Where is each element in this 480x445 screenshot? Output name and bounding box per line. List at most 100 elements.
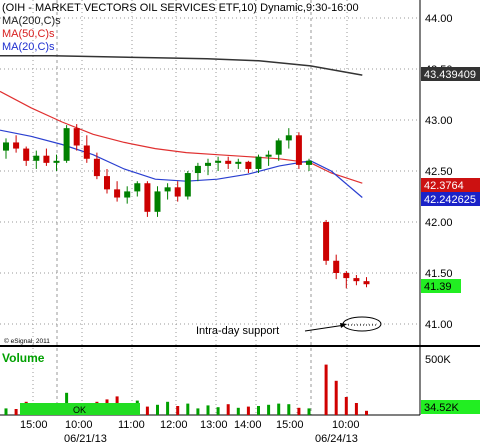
candle-body: [215, 160, 222, 163]
support-label: Intra-day support: [196, 325, 279, 337]
candle-body: [194, 165, 201, 174]
candle: [124, 186, 131, 204]
ma200-line: [0, 54, 363, 76]
candle: [343, 270, 350, 289]
volume-bar: [307, 408, 311, 415]
candle: [245, 160, 252, 174]
candle-body: [353, 278, 360, 282]
volume-bar: [324, 364, 328, 415]
copyright-text: © eSignal, 2011: [4, 337, 50, 345]
volume-bar: [145, 406, 149, 415]
ok-bar: OK: [20, 403, 140, 415]
candle-body: [13, 142, 20, 149]
ma200-legend: MA(200,C)s: [2, 15, 61, 27]
candle-body: [83, 145, 90, 159]
volume-bar: [344, 397, 348, 415]
candle: [323, 219, 330, 265]
candle-body: [33, 155, 40, 161]
candle-body: [363, 281, 370, 285]
time-tick-1400: 14:00: [234, 419, 262, 431]
last-price-box: 41.39: [421, 279, 461, 293]
price-tick-44: 44.00: [425, 13, 453, 25]
candle: [333, 254, 340, 280]
price-tick-41: 41.00: [425, 319, 453, 331]
candle: [295, 132, 302, 169]
volume-bar: [216, 407, 220, 415]
volume-bar: [287, 404, 291, 415]
candle-body: [93, 158, 100, 177]
chart-title: (OIH - MARKET VECTORS OIL SERVICES ETF,1…: [2, 2, 359, 14]
volume-bar: [246, 406, 250, 415]
ma50-legend: MA(50,C)s: [2, 28, 55, 40]
candle: [306, 158, 312, 171]
candle: [164, 183, 171, 200]
time-tick-1200: 12:00: [160, 419, 188, 431]
candle: [285, 128, 292, 149]
candle: [73, 124, 80, 151]
volume-bar: [277, 403, 281, 415]
volume-label: Volume: [2, 351, 45, 365]
candle-body: [265, 154, 272, 157]
candle: [235, 158, 242, 169]
time-tick-1100: 11:00: [118, 419, 145, 431]
volume-bar: [156, 404, 159, 415]
svg-text:42.242625: 42.242625: [424, 194, 476, 206]
candle-body: [306, 160, 312, 165]
volume-bar: [186, 403, 190, 415]
candle: [154, 186, 161, 217]
candle: [93, 152, 100, 180]
support-circle: [342, 316, 382, 332]
support-arrow: [304, 324, 346, 332]
candle: [205, 158, 211, 176]
volume-bar: [236, 407, 240, 415]
volume-bar: [226, 404, 230, 415]
svg-text:41.39: 41.39: [424, 281, 452, 293]
candle-body: [205, 162, 211, 166]
candle-body: [285, 135, 292, 141]
candle-body: [114, 189, 121, 198]
candle: [83, 135, 90, 163]
price-tick-43: 43.00: [425, 115, 453, 127]
time-tick-1500b: 15:00: [276, 419, 304, 431]
candle-body: [3, 142, 9, 151]
candle: [33, 150, 40, 169]
volume-bar: [196, 408, 200, 415]
candle-body: [53, 160, 60, 163]
candle-body: [124, 191, 131, 198]
candle: [215, 156, 222, 171]
candle: [265, 150, 272, 166]
candle-body: [73, 128, 80, 146]
candle-body: [235, 161, 242, 164]
volume-bar: [206, 405, 210, 415]
ma20-legend: MA(20,C)s: [2, 41, 55, 53]
candle: [134, 181, 141, 197]
candle: [353, 275, 360, 286]
candle: [184, 171, 191, 200]
price-tick-41-5: 41.50: [425, 268, 453, 280]
price-tick-42-5: 42.50: [425, 166, 453, 178]
candle-body: [333, 260, 340, 273]
candle-body: [225, 160, 232, 164]
candle: [225, 156, 232, 169]
candle: [275, 138, 282, 161]
candle-body: [43, 155, 50, 163]
candle-body: [23, 148, 30, 161]
candle: [43, 148, 50, 166]
volume-last-box: 34.52K: [421, 400, 480, 414]
price-tick-42: 42.00: [425, 217, 453, 229]
time-tick-1000b: 10:00: [332, 419, 360, 431]
volume-bar: [354, 403, 358, 415]
candle: [114, 181, 121, 202]
volume-axis-500k: 500K: [425, 354, 451, 366]
candle-body: [134, 183, 141, 192]
candle: [13, 135, 20, 153]
candle-body: [154, 191, 161, 212]
date-label-0621: 06/21/13: [64, 433, 107, 445]
candle: [174, 181, 181, 202]
candle-body: [104, 176, 110, 190]
candle-body: [295, 135, 302, 165]
candle: [104, 168, 110, 194]
candle: [144, 181, 151, 217]
candle: [53, 154, 60, 171]
